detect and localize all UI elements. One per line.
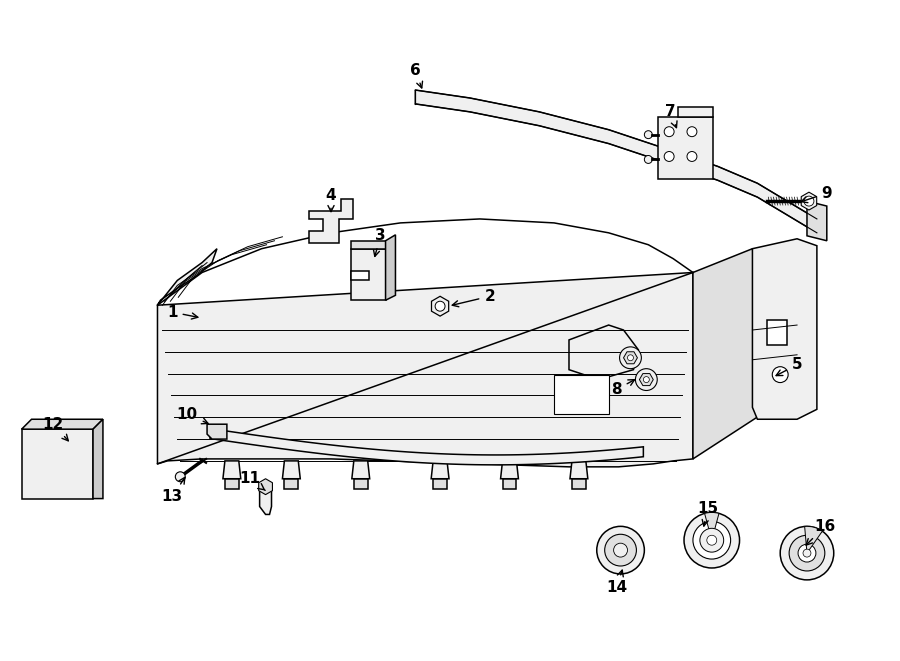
Circle shape xyxy=(614,543,627,557)
Polygon shape xyxy=(210,428,644,465)
Polygon shape xyxy=(223,461,241,479)
Polygon shape xyxy=(207,424,227,439)
Text: 7: 7 xyxy=(665,104,677,128)
Circle shape xyxy=(780,526,833,580)
Polygon shape xyxy=(500,461,518,479)
Polygon shape xyxy=(554,375,608,414)
Text: 16: 16 xyxy=(806,519,835,545)
Text: 4: 4 xyxy=(326,188,337,212)
Circle shape xyxy=(435,301,445,311)
Polygon shape xyxy=(22,429,93,498)
Polygon shape xyxy=(639,373,653,385)
Text: 11: 11 xyxy=(239,471,266,490)
Polygon shape xyxy=(624,352,637,364)
Circle shape xyxy=(687,151,697,161)
Polygon shape xyxy=(572,479,586,488)
Polygon shape xyxy=(310,199,353,243)
Polygon shape xyxy=(93,419,103,498)
Text: 5: 5 xyxy=(776,357,803,375)
Text: 2: 2 xyxy=(452,289,495,307)
Circle shape xyxy=(605,534,636,566)
Circle shape xyxy=(627,355,634,361)
Polygon shape xyxy=(284,479,298,488)
Polygon shape xyxy=(351,249,385,300)
Polygon shape xyxy=(658,117,713,179)
Polygon shape xyxy=(225,479,238,488)
Circle shape xyxy=(684,512,740,568)
Circle shape xyxy=(772,367,788,383)
Text: 14: 14 xyxy=(606,570,627,596)
Polygon shape xyxy=(259,486,272,514)
Text: 6: 6 xyxy=(410,63,422,88)
Polygon shape xyxy=(22,419,103,429)
Text: 15: 15 xyxy=(698,501,718,526)
Polygon shape xyxy=(258,479,273,494)
Polygon shape xyxy=(807,201,827,241)
Circle shape xyxy=(644,131,652,139)
Circle shape xyxy=(176,472,185,482)
Wedge shape xyxy=(805,526,823,553)
Polygon shape xyxy=(158,272,693,467)
Polygon shape xyxy=(569,325,638,379)
Circle shape xyxy=(687,127,697,137)
Polygon shape xyxy=(385,235,395,300)
Circle shape xyxy=(619,347,642,369)
Polygon shape xyxy=(678,107,713,117)
Polygon shape xyxy=(352,461,370,479)
Circle shape xyxy=(798,544,816,562)
Circle shape xyxy=(789,535,824,571)
Polygon shape xyxy=(158,249,217,305)
Circle shape xyxy=(664,151,674,161)
Polygon shape xyxy=(801,192,816,210)
Circle shape xyxy=(644,377,649,383)
Polygon shape xyxy=(433,479,447,488)
Circle shape xyxy=(597,526,644,574)
Polygon shape xyxy=(570,461,588,479)
Circle shape xyxy=(693,522,731,559)
Circle shape xyxy=(644,155,652,163)
Polygon shape xyxy=(351,270,369,280)
Circle shape xyxy=(706,535,716,545)
Circle shape xyxy=(635,369,657,391)
Circle shape xyxy=(804,196,814,206)
Circle shape xyxy=(700,528,724,552)
Polygon shape xyxy=(354,479,368,488)
Text: 1: 1 xyxy=(167,305,198,320)
Text: 9: 9 xyxy=(801,186,832,203)
Polygon shape xyxy=(431,296,449,316)
Polygon shape xyxy=(415,90,817,233)
Wedge shape xyxy=(705,512,719,540)
Polygon shape xyxy=(431,461,449,479)
Polygon shape xyxy=(283,461,301,479)
Text: 12: 12 xyxy=(42,416,68,441)
Circle shape xyxy=(803,549,811,557)
Polygon shape xyxy=(502,479,517,488)
Polygon shape xyxy=(752,239,817,419)
Text: 3: 3 xyxy=(374,228,386,256)
Circle shape xyxy=(664,127,674,137)
Text: 13: 13 xyxy=(162,477,184,504)
Text: 8: 8 xyxy=(611,379,634,397)
Polygon shape xyxy=(768,320,788,345)
Polygon shape xyxy=(351,241,385,249)
Polygon shape xyxy=(693,249,772,459)
Text: 10: 10 xyxy=(176,407,208,424)
